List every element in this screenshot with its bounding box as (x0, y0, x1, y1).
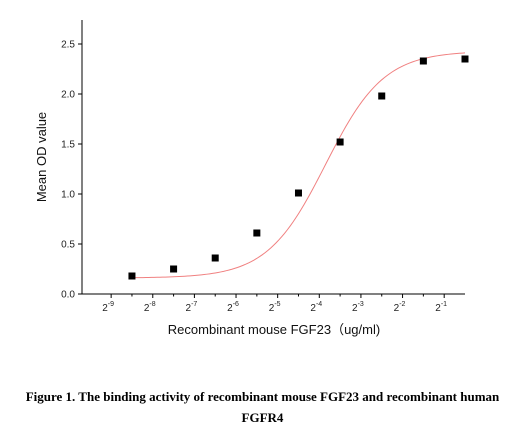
x-tick-label: 2-4 (310, 301, 322, 314)
y-tick-label: 0.0 (61, 290, 75, 301)
x-tick-label: 2-2 (394, 301, 406, 314)
axes (81, 20, 465, 295)
y-tick-label: 1.5 (61, 140, 75, 151)
data-points (128, 55, 469, 280)
x-tick-label: 2-6 (227, 301, 239, 314)
caption-line-2: FGFR4 (241, 410, 284, 425)
data-point (211, 254, 219, 262)
x-tick-label: 2-1 (435, 301, 447, 314)
x-tick-label: 2-7 (186, 301, 198, 314)
data-point (336, 138, 344, 146)
data-point (253, 229, 261, 237)
x-tick-label: 2-5 (269, 301, 281, 314)
y-axis-title: Mean OD value (34, 112, 49, 202)
y-tick-label: 1.0 (61, 190, 75, 201)
caption-line-1: Figure 1. The binding activity of recomb… (25, 389, 500, 404)
figure-caption: Figure 1. The binding activity of recomb… (0, 386, 525, 428)
y-tick-label: 0.5 (61, 240, 75, 251)
data-point (461, 55, 469, 63)
data-point (128, 272, 136, 280)
fit-curve (131, 52, 466, 279)
x-tick-label: 2-3 (352, 301, 364, 314)
data-point (170, 265, 178, 273)
y-tick-label: 2.0 (61, 90, 75, 101)
x-ticks: 2-9 2-8 2-7 2-6 2-5 2-4 2-3 2-2 2-1 (102, 294, 447, 314)
y-ticks: 0.0 0.5 1.0 1.5 2.0 2.5 (61, 40, 82, 301)
y-tick-label: 2.5 (61, 40, 75, 51)
x-tick-label: 2-8 (144, 301, 156, 314)
data-point (294, 189, 302, 197)
data-point (419, 57, 427, 65)
data-point (378, 92, 386, 100)
x-tick-label: 2-9 (102, 301, 114, 314)
x-axis-title: Recombinant mouse FGF23（ug/ml) (168, 322, 380, 337)
